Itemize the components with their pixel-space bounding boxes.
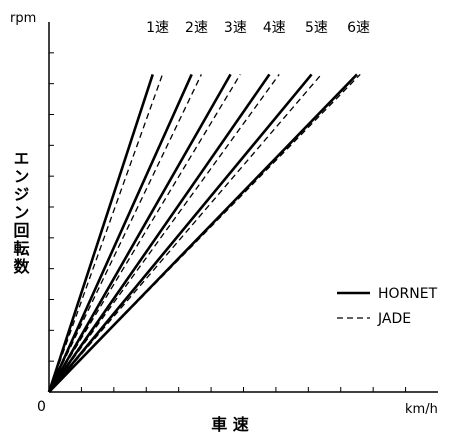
hornet-gear-4-line: [47, 73, 271, 393]
hornet-gear-2-line: [47, 73, 193, 393]
jade-gear-5-line: [48, 73, 322, 393]
gear-label-4: 4速: [263, 20, 286, 36]
y-unit-label: rpm: [10, 11, 36, 26]
legend-label-jade: JADE: [377, 311, 411, 327]
jade-gear-2-line: [48, 74, 202, 393]
hornet-gear-5-line: [47, 73, 313, 393]
gear-label-1: 1速: [146, 20, 169, 36]
gear-label-5: 5速: [305, 20, 328, 36]
origin-label: 0: [37, 399, 46, 415]
gear-labels: 1速 2速 3速 4速 5速 6速: [146, 20, 370, 36]
gear-label-3: 3速: [224, 20, 247, 36]
gear-label-6: 6速: [347, 20, 370, 36]
x-unit-label: km/h: [405, 402, 438, 417]
x-axis-title: 車 速: [211, 415, 249, 434]
legend: HORNET JADE: [337, 286, 438, 327]
jade-gear-1-line: [48, 74, 164, 393]
series-lines: [47, 73, 361, 393]
hornet-gear-1-line: [47, 74, 154, 393]
jade-gear-3-line: [48, 74, 241, 393]
legend-label-hornet: HORNET: [378, 286, 438, 302]
gear-label-2: 2速: [185, 20, 208, 36]
jade-gear-4-line: [48, 74, 280, 393]
y-axis-title: エンジン回転数: [11, 150, 30, 276]
hornet-gear-3-line: [47, 73, 232, 393]
ticks: [49, 52, 407, 392]
jade-gear-6-line: [48, 73, 361, 393]
